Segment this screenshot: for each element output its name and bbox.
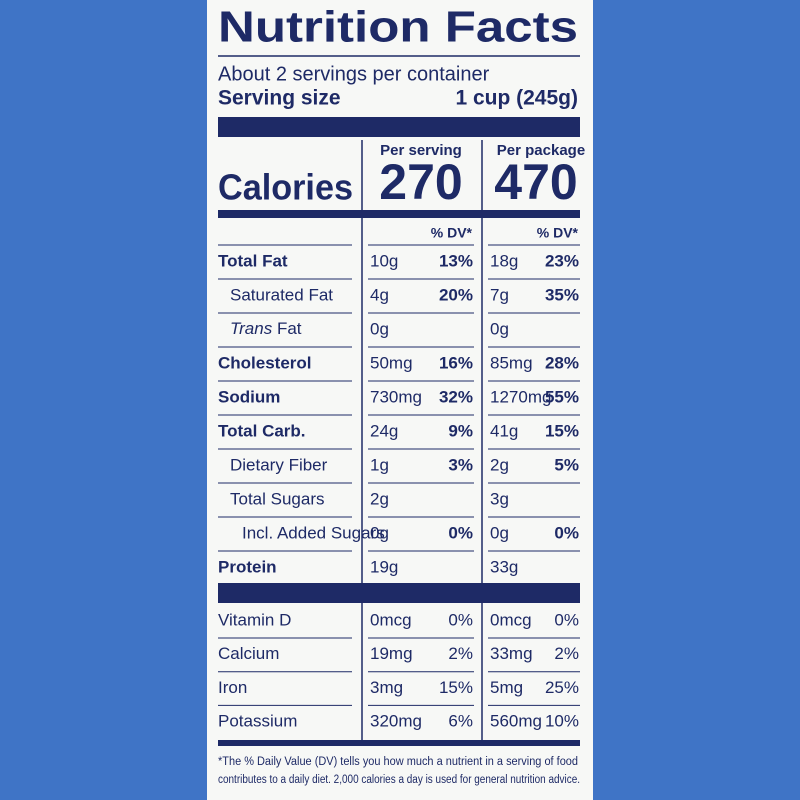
- calories-value: 470: [494, 154, 577, 210]
- amount: 4g: [370, 285, 389, 304]
- daily-value: 10%: [545, 712, 579, 731]
- daily-value: 55%: [545, 387, 579, 406]
- daily-value: 5%: [554, 455, 579, 474]
- amount: 24g: [370, 421, 398, 440]
- amount: 320mg: [370, 712, 422, 731]
- nutrient-name: Dietary Fiber: [230, 455, 328, 474]
- amount: 0mcg: [490, 610, 532, 629]
- serving-size-label: Serving size: [218, 87, 341, 110]
- amount: 85mg: [490, 353, 533, 372]
- nutrient-name: Cholesterol: [218, 353, 312, 372]
- daily-value: 32%: [439, 387, 473, 406]
- amount: 0g: [370, 319, 389, 338]
- amount: 0g: [370, 523, 389, 542]
- vitamin-name: Calcium: [218, 644, 279, 663]
- amount: 1270mg: [490, 387, 551, 406]
- amount: 3mg: [370, 678, 403, 697]
- nutrient-name: Total Fat: [218, 251, 288, 270]
- daily-value: 13%: [439, 251, 473, 270]
- calories-value: 270: [379, 154, 462, 210]
- daily-value: 9%: [448, 421, 473, 440]
- medium-bar: [218, 210, 580, 218]
- amount: 19mg: [370, 644, 413, 663]
- medium-bar: [218, 740, 580, 746]
- daily-value: 6%: [448, 712, 473, 731]
- amount: 2g: [490, 455, 509, 474]
- daily-value: 0%: [554, 610, 579, 629]
- daily-value: 20%: [439, 285, 473, 304]
- amount: 0g: [490, 319, 509, 338]
- thick-bar: [218, 583, 580, 603]
- nutrient-name: Saturated Fat: [230, 285, 333, 304]
- daily-value: 0%: [448, 610, 473, 629]
- daily-value: 28%: [545, 353, 579, 372]
- amount: 19g: [370, 557, 398, 576]
- daily-value: 0%: [448, 523, 473, 542]
- servings: About 2 servings per container: [218, 63, 490, 85]
- amount: 560mg: [490, 712, 542, 731]
- amount: 2g: [370, 489, 389, 508]
- footnote: contributes to a daily diet. 2,000 calor…: [218, 774, 580, 786]
- amount: 0mcg: [370, 610, 412, 629]
- amount: 10g: [370, 251, 398, 270]
- vitamin-name: Iron: [218, 678, 247, 697]
- nutrient-name-italic: Trans: [230, 319, 273, 338]
- amount: 5mg: [490, 678, 523, 697]
- column-header: Per serving: [380, 142, 462, 159]
- daily-value: 2%: [554, 644, 579, 663]
- daily-value: 15%: [545, 421, 579, 440]
- nutrient-name: Total Carb.: [218, 421, 306, 440]
- amount: 33mg: [490, 644, 533, 663]
- daily-value: 16%: [439, 353, 473, 372]
- amount: 0g: [490, 523, 509, 542]
- vitamin-name: Potassium: [218, 712, 297, 731]
- calories-label: Calories: [218, 167, 353, 208]
- nutrient-name: Protein: [218, 557, 277, 576]
- title: Nutrition Facts: [218, 3, 578, 52]
- thick-bar: [218, 117, 580, 137]
- nutrient-name: Sodium: [218, 387, 280, 406]
- column-header: Per package: [497, 142, 585, 159]
- dv-header: % DV*: [431, 225, 473, 241]
- amount: 1g: [370, 455, 389, 474]
- nutrient-name: Trans Fat: [230, 319, 302, 338]
- amount: 730mg: [370, 387, 422, 406]
- daily-value: 35%: [545, 285, 579, 304]
- daily-value: 2%: [448, 644, 473, 663]
- dv-header: % DV*: [537, 225, 579, 241]
- serving-size-value: 1 cup (245g): [455, 87, 578, 110]
- daily-value: 0%: [554, 523, 579, 542]
- amount: 41g: [490, 421, 518, 440]
- footnote: *The % Daily Value (DV) tells you how mu…: [218, 756, 578, 768]
- vitamin-name: Vitamin D: [218, 610, 291, 629]
- daily-value: 25%: [545, 678, 579, 697]
- daily-value: 23%: [545, 251, 579, 270]
- nutrient-name: Total Sugars: [230, 489, 325, 508]
- amount: 50mg: [370, 353, 413, 372]
- amount: 33g: [490, 557, 518, 576]
- daily-value: 15%: [439, 678, 473, 697]
- amount: 3g: [490, 489, 509, 508]
- nutrient-name-rest: Fat: [277, 319, 302, 338]
- daily-value: 3%: [448, 455, 473, 474]
- amount: 7g: [490, 285, 509, 304]
- amount: 18g: [490, 251, 518, 270]
- nutrient-name: Incl. Added Sugars: [242, 523, 385, 542]
